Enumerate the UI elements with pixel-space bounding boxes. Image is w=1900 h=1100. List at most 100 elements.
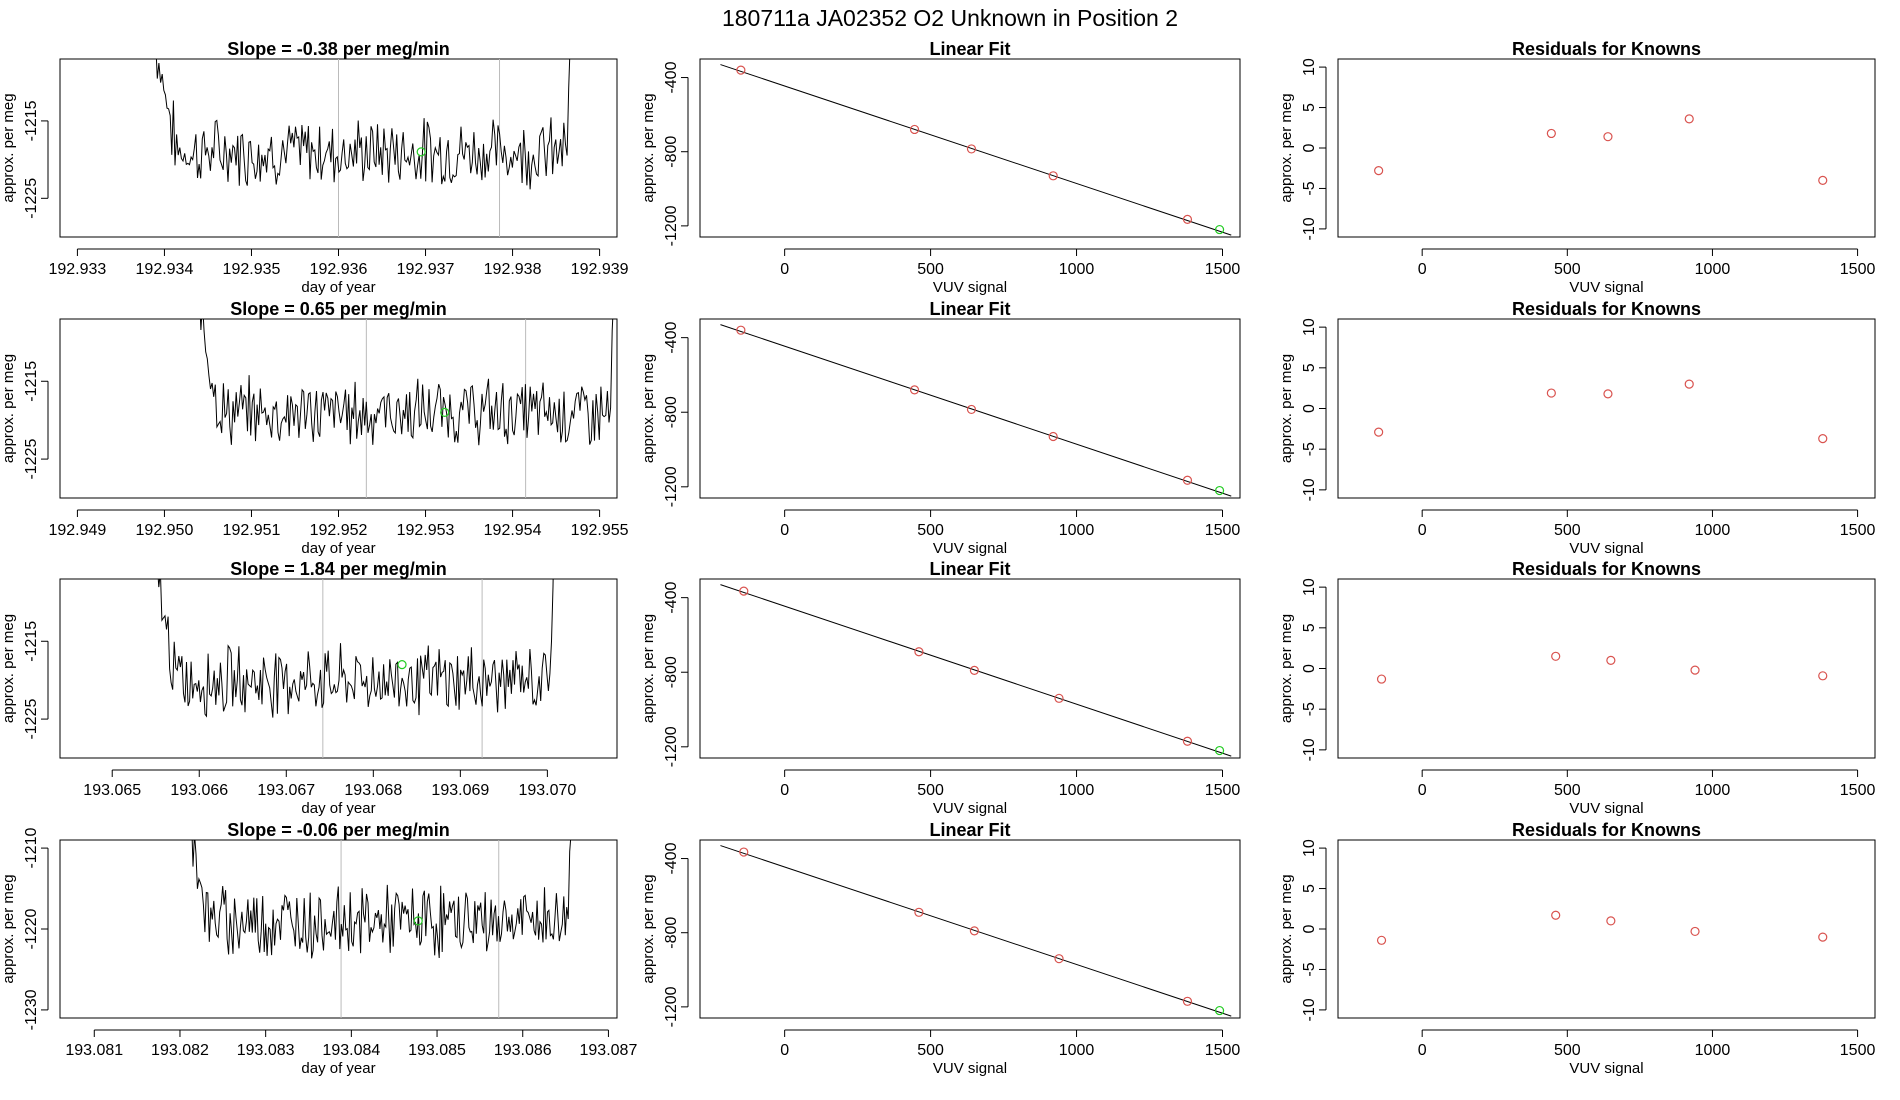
plot-area [199, 319, 614, 498]
plot-frame [59, 318, 618, 499]
y-tick-label: -800 [663, 396, 680, 428]
chart-title: Linear Fit [929, 39, 1010, 59]
residual-point [1818, 434, 1828, 444]
y-tick-label: -1215 [23, 361, 40, 402]
residual-point [1690, 665, 1700, 675]
known-point [736, 325, 746, 335]
chart-title: Slope = 0.65 per meg/min [230, 299, 447, 319]
known-point [914, 647, 924, 657]
panels: Slope = -0.38 per meg/min 192.933 192.934 1… [0, 39, 1876, 1077]
y-tick-label: -1215 [23, 100, 40, 141]
known-point [909, 124, 920, 135]
plot-frame [59, 839, 618, 1019]
x-axis-label: day of year [301, 1060, 375, 1077]
x-tick-label: 1500 [1205, 522, 1241, 539]
chart-panel-2: Linear Fit 0 500 1000 1500 VUV signal -400 -800… [640, 39, 1241, 296]
x-tick-label: 193.082 [151, 1042, 209, 1059]
x-tick-label: 1000 [1059, 1042, 1095, 1059]
plot-area [720, 64, 1232, 236]
y-tick-label: 0 [1301, 664, 1318, 673]
x-tick-label: 193.070 [518, 782, 576, 799]
chart-panel-1: Slope = -0.38 per meg/min 192.933 192.934 1… [0, 39, 629, 296]
y-tick-label: 0 [1301, 143, 1318, 152]
unknown-marker [413, 916, 423, 926]
y-tick-label: -5 [1301, 181, 1318, 195]
known-point [1048, 431, 1058, 442]
chart-title: Residuals for Knowns [1512, 559, 1701, 579]
x-tick-label: 500 [917, 522, 944, 539]
residual-point [1818, 175, 1828, 185]
known-point [1182, 214, 1193, 224]
residual-point [1374, 427, 1384, 437]
x-tick-label: 0 [1418, 1042, 1427, 1059]
x-tick-label: 1500 [1840, 782, 1876, 799]
x-tick-label: 193.087 [580, 1042, 638, 1059]
x-axis-label: VUV signal [933, 800, 1007, 817]
known-point [739, 847, 749, 857]
chart-panel-4: Slope = 0.65 per meg/min 192.949 192.950 19… [0, 299, 629, 557]
residual-point [1818, 671, 1828, 681]
x-tick-label: 500 [1554, 1042, 1581, 1059]
x-tick-label: 192.950 [136, 522, 194, 539]
x-axis-label: VUV signal [933, 1060, 1007, 1077]
chart-panel-11: Linear Fit 0 500 1000 1500 VUV signal -400 -800… [640, 820, 1241, 1077]
x-tick-label: 193.081 [65, 1042, 123, 1059]
fit-line [720, 845, 1232, 1017]
x-axis-label: day of year [301, 800, 375, 817]
x-tick-label: 192.955 [571, 522, 629, 539]
x-tick-label: 192.949 [48, 522, 106, 539]
known-point [739, 586, 749, 596]
unknown-point [1214, 745, 1225, 756]
y-tick-label: -400 [663, 61, 680, 93]
plot-frame [1337, 318, 1876, 499]
known-point [1182, 996, 1193, 1006]
x-tick-label: 192.939 [571, 261, 629, 278]
x-tick-label: 0 [1418, 522, 1427, 539]
y-tick-label: 10 [1301, 58, 1318, 76]
y-axis-label: approx. per meg [1278, 354, 1295, 463]
x-tick-label: 500 [917, 1042, 944, 1059]
x-tick-label: 192.938 [484, 261, 542, 278]
residual-point [1690, 926, 1700, 937]
x-tick-label: 1000 [1695, 1042, 1731, 1059]
y-tick-label: 5 [1301, 623, 1318, 632]
plot-area [191, 840, 572, 1018]
residual-point [1551, 651, 1561, 661]
plot-area [1374, 114, 1828, 185]
y-axis-label: approx. per meg [640, 874, 657, 983]
plot-frame [699, 58, 1241, 238]
chart-title: Linear Fit [929, 820, 1010, 840]
y-axis-label: approx. per meg [0, 354, 17, 463]
known-point [969, 926, 979, 936]
known-point [914, 907, 924, 917]
plot-frame [1337, 839, 1876, 1019]
x-tick-label: 192.951 [223, 522, 281, 539]
x-axis-label: VUV signal [1569, 540, 1643, 557]
residual-point [1684, 114, 1694, 124]
x-tick-label: 193.084 [322, 1042, 380, 1059]
chart-title: Slope = -0.38 per meg/min [227, 39, 450, 59]
known-point [1182, 475, 1193, 485]
y-tick-label: -400 [663, 322, 680, 354]
y-tick-label: -5 [1301, 962, 1318, 976]
chart-title: Slope = 1.84 per meg/min [230, 559, 447, 579]
chart-panel-3: Residuals for Knowns 0 500 1000 1500 VUV sign… [1278, 39, 1876, 296]
plot-frame [699, 318, 1241, 499]
unknown-marker [416, 147, 426, 157]
plot-area [157, 579, 554, 758]
y-tick-label: -10 [1301, 217, 1318, 240]
chart-title: Residuals for Knowns [1512, 39, 1701, 59]
y-tick-label: -10 [1301, 738, 1318, 761]
chart-panel-12: Residuals for Knowns 0 500 1000 1500 VUV sign… [1278, 820, 1876, 1077]
residual-point [1546, 128, 1556, 139]
x-tick-label: 0 [780, 1042, 789, 1059]
x-tick-label: 193.083 [237, 1042, 295, 1059]
x-tick-label: 193.086 [494, 1042, 552, 1059]
x-tick-label: 500 [1554, 261, 1581, 278]
y-tick-label: -1200 [663, 205, 680, 246]
y-tick-label: -1225 [23, 699, 40, 740]
plot-area [720, 584, 1232, 757]
x-tick-label: 1500 [1840, 261, 1876, 278]
series-line [199, 319, 614, 446]
